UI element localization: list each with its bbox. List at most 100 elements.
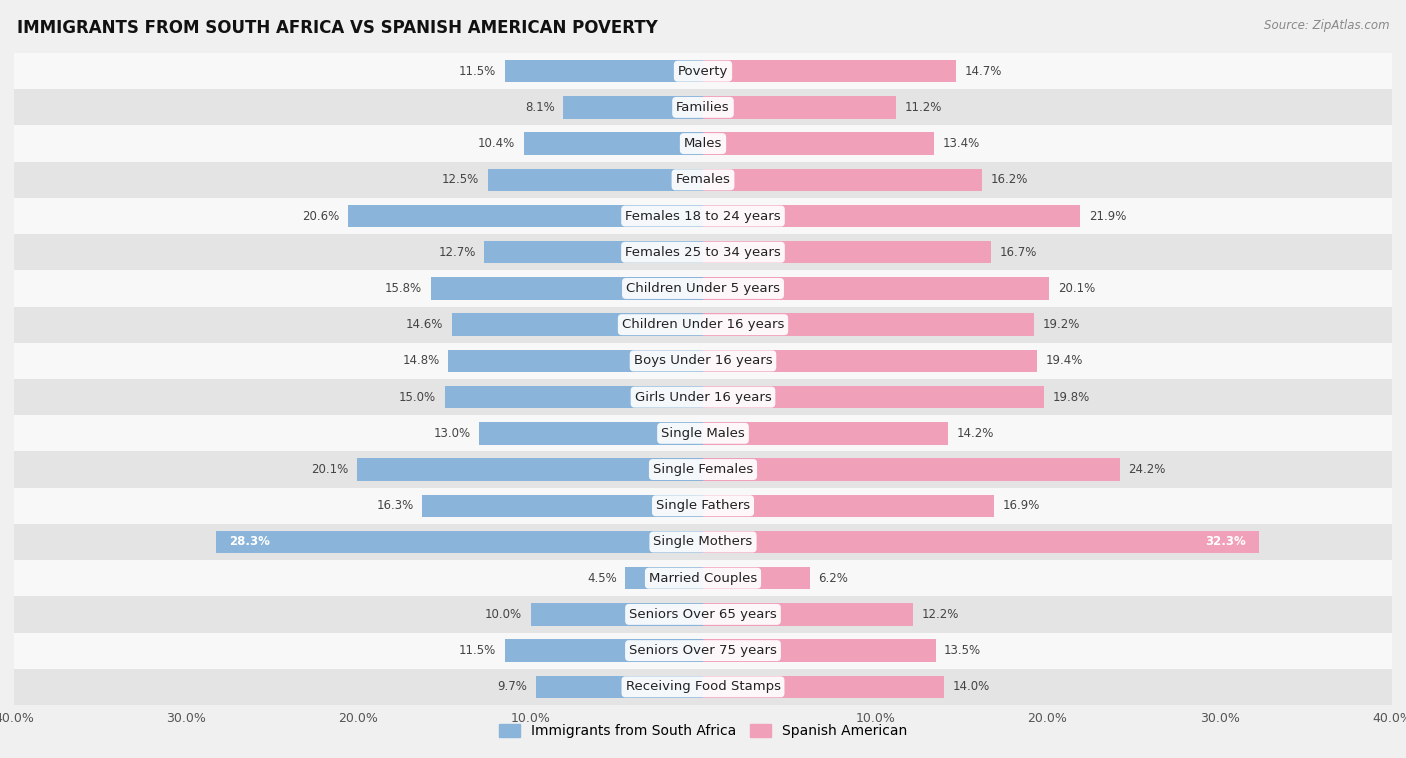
Bar bbox=[703, 96, 896, 118]
Bar bbox=[451, 314, 703, 336]
Bar bbox=[703, 531, 1260, 553]
Bar bbox=[14, 487, 1392, 524]
Bar bbox=[536, 675, 703, 698]
Bar bbox=[703, 241, 991, 264]
Bar bbox=[14, 89, 1392, 126]
Bar bbox=[14, 415, 1392, 452]
Bar bbox=[703, 205, 1080, 227]
Text: 16.2%: 16.2% bbox=[991, 174, 1028, 186]
Text: 12.7%: 12.7% bbox=[439, 246, 475, 258]
Text: 11.5%: 11.5% bbox=[460, 64, 496, 77]
Text: 19.2%: 19.2% bbox=[1042, 318, 1080, 331]
Text: Seniors Over 65 years: Seniors Over 65 years bbox=[628, 608, 778, 621]
Text: Seniors Over 75 years: Seniors Over 75 years bbox=[628, 644, 778, 657]
Text: 15.0%: 15.0% bbox=[399, 390, 436, 403]
Text: Males: Males bbox=[683, 137, 723, 150]
Bar bbox=[14, 306, 1392, 343]
Text: 14.8%: 14.8% bbox=[402, 355, 440, 368]
Bar bbox=[444, 386, 703, 409]
Bar bbox=[14, 597, 1392, 632]
Text: Females: Females bbox=[675, 174, 731, 186]
Bar bbox=[14, 632, 1392, 669]
Text: 8.1%: 8.1% bbox=[524, 101, 555, 114]
Bar bbox=[14, 126, 1392, 161]
Text: Single Fathers: Single Fathers bbox=[657, 500, 749, 512]
Text: 10.0%: 10.0% bbox=[485, 608, 522, 621]
Bar bbox=[703, 386, 1045, 409]
Text: 16.7%: 16.7% bbox=[1000, 246, 1036, 258]
Bar bbox=[14, 198, 1392, 234]
Bar bbox=[703, 640, 935, 662]
Bar bbox=[14, 452, 1392, 487]
Bar bbox=[703, 60, 956, 83]
Text: 24.2%: 24.2% bbox=[1129, 463, 1166, 476]
Bar bbox=[626, 567, 703, 590]
Text: 20.1%: 20.1% bbox=[1057, 282, 1095, 295]
Text: 12.5%: 12.5% bbox=[441, 174, 479, 186]
Text: Females 25 to 34 years: Females 25 to 34 years bbox=[626, 246, 780, 258]
Text: 20.1%: 20.1% bbox=[311, 463, 349, 476]
Text: Families: Families bbox=[676, 101, 730, 114]
Bar bbox=[703, 422, 948, 444]
Text: IMMIGRANTS FROM SOUTH AFRICA VS SPANISH AMERICAN POVERTY: IMMIGRANTS FROM SOUTH AFRICA VS SPANISH … bbox=[17, 19, 658, 37]
Bar bbox=[703, 349, 1038, 372]
Text: 16.3%: 16.3% bbox=[377, 500, 413, 512]
Bar bbox=[703, 133, 934, 155]
Bar bbox=[14, 524, 1392, 560]
Text: 14.2%: 14.2% bbox=[956, 427, 994, 440]
Text: Boys Under 16 years: Boys Under 16 years bbox=[634, 355, 772, 368]
Bar bbox=[449, 349, 703, 372]
Text: Single Males: Single Males bbox=[661, 427, 745, 440]
Text: Receiving Food Stamps: Receiving Food Stamps bbox=[626, 681, 780, 694]
Text: Females 18 to 24 years: Females 18 to 24 years bbox=[626, 209, 780, 223]
Text: 13.0%: 13.0% bbox=[433, 427, 471, 440]
Bar bbox=[703, 567, 810, 590]
Bar bbox=[14, 343, 1392, 379]
Text: 19.4%: 19.4% bbox=[1046, 355, 1083, 368]
Bar bbox=[505, 60, 703, 83]
Text: 11.2%: 11.2% bbox=[904, 101, 942, 114]
Text: 9.7%: 9.7% bbox=[498, 681, 527, 694]
Bar bbox=[349, 205, 703, 227]
Text: 19.8%: 19.8% bbox=[1053, 390, 1090, 403]
Text: 20.6%: 20.6% bbox=[302, 209, 340, 223]
Bar bbox=[703, 459, 1119, 481]
Bar bbox=[531, 603, 703, 625]
Text: Children Under 16 years: Children Under 16 years bbox=[621, 318, 785, 331]
Text: 14.7%: 14.7% bbox=[965, 64, 1002, 77]
Text: 14.6%: 14.6% bbox=[405, 318, 443, 331]
Text: 28.3%: 28.3% bbox=[229, 535, 270, 549]
Bar bbox=[703, 603, 912, 625]
Bar bbox=[564, 96, 703, 118]
Text: 16.9%: 16.9% bbox=[1002, 500, 1040, 512]
Legend: Immigrants from South Africa, Spanish American: Immigrants from South Africa, Spanish Am… bbox=[494, 719, 912, 744]
Bar bbox=[524, 133, 703, 155]
Bar bbox=[14, 161, 1392, 198]
Bar bbox=[422, 494, 703, 517]
Bar bbox=[215, 531, 703, 553]
Text: Poverty: Poverty bbox=[678, 64, 728, 77]
Text: 13.4%: 13.4% bbox=[942, 137, 980, 150]
Text: Source: ZipAtlas.com: Source: ZipAtlas.com bbox=[1264, 19, 1389, 32]
Bar bbox=[703, 314, 1033, 336]
Bar bbox=[505, 640, 703, 662]
Bar bbox=[14, 53, 1392, 89]
Bar bbox=[703, 277, 1049, 299]
Text: 4.5%: 4.5% bbox=[588, 572, 617, 584]
Text: 10.4%: 10.4% bbox=[478, 137, 515, 150]
Text: 15.8%: 15.8% bbox=[385, 282, 422, 295]
Text: Single Females: Single Females bbox=[652, 463, 754, 476]
Bar bbox=[14, 271, 1392, 306]
Text: 13.5%: 13.5% bbox=[945, 644, 981, 657]
Bar bbox=[479, 422, 703, 444]
Text: 6.2%: 6.2% bbox=[818, 572, 848, 584]
Bar bbox=[703, 168, 981, 191]
Bar bbox=[703, 675, 945, 698]
Bar bbox=[703, 494, 994, 517]
Bar bbox=[14, 560, 1392, 597]
Text: 32.3%: 32.3% bbox=[1205, 535, 1246, 549]
Text: 14.0%: 14.0% bbox=[953, 681, 990, 694]
Bar bbox=[430, 277, 703, 299]
Bar bbox=[484, 241, 703, 264]
Text: 21.9%: 21.9% bbox=[1088, 209, 1126, 223]
